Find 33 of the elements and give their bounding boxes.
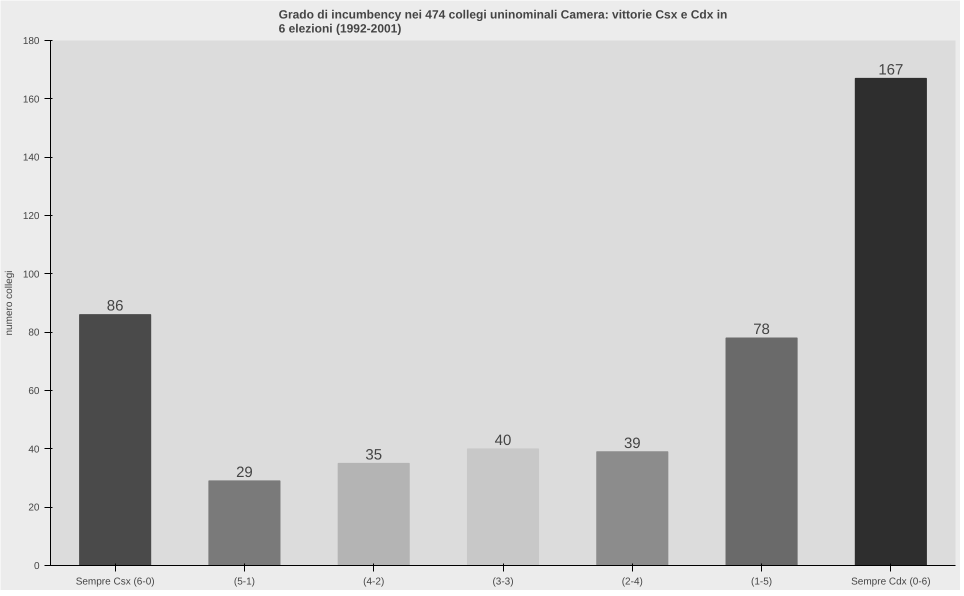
x-tick-label: (1-5) (751, 576, 772, 588)
data-label: 40 (494, 432, 512, 449)
bar (79, 314, 152, 566)
x-tick-label: (4-2) (363, 576, 384, 588)
bar (208, 480, 280, 566)
x-tick-label: (5-1) (234, 576, 255, 588)
data-label: 86 (106, 298, 124, 315)
data-label: 39 (624, 434, 641, 452)
data-label: 35 (365, 446, 382, 464)
y-tick-label: 60 (28, 386, 40, 397)
y-tick-label: 160 (22, 94, 40, 106)
bar (338, 462, 410, 566)
y-axis-title: numero collegi (4, 270, 15, 336)
x-tick-label: (3-3) (492, 576, 514, 588)
x-tick-label: (2-4) (622, 576, 643, 588)
data-label: 167 (878, 61, 904, 78)
y-tick-label: 0 (34, 561, 40, 572)
y-tick-label: 180 (22, 36, 40, 47)
bar (596, 451, 668, 566)
data-label: 29 (236, 464, 253, 481)
y-tick-label: 20 (28, 502, 40, 514)
bar (854, 78, 927, 566)
y-tick-label: 80 (28, 328, 40, 339)
bar (466, 448, 540, 566)
bar (726, 338, 798, 566)
data-label: 78 (753, 321, 770, 338)
x-tick-label: Sempre Cdx (0-6) (851, 576, 931, 588)
x-tick-label: Sempre Csx (6-0) (76, 576, 155, 588)
y-tick-label: 120 (22, 211, 40, 222)
y-tick-label: 100 (22, 269, 40, 280)
y-tick-label: 40 (28, 444, 40, 456)
y-tick-label: 140 (22, 152, 40, 164)
chart-title: Grado di incumbency nei 474 collegi uninominali Camera: vittorie Csx e Cdx in 6 elezioni (1992-2001) (278, 8, 728, 36)
